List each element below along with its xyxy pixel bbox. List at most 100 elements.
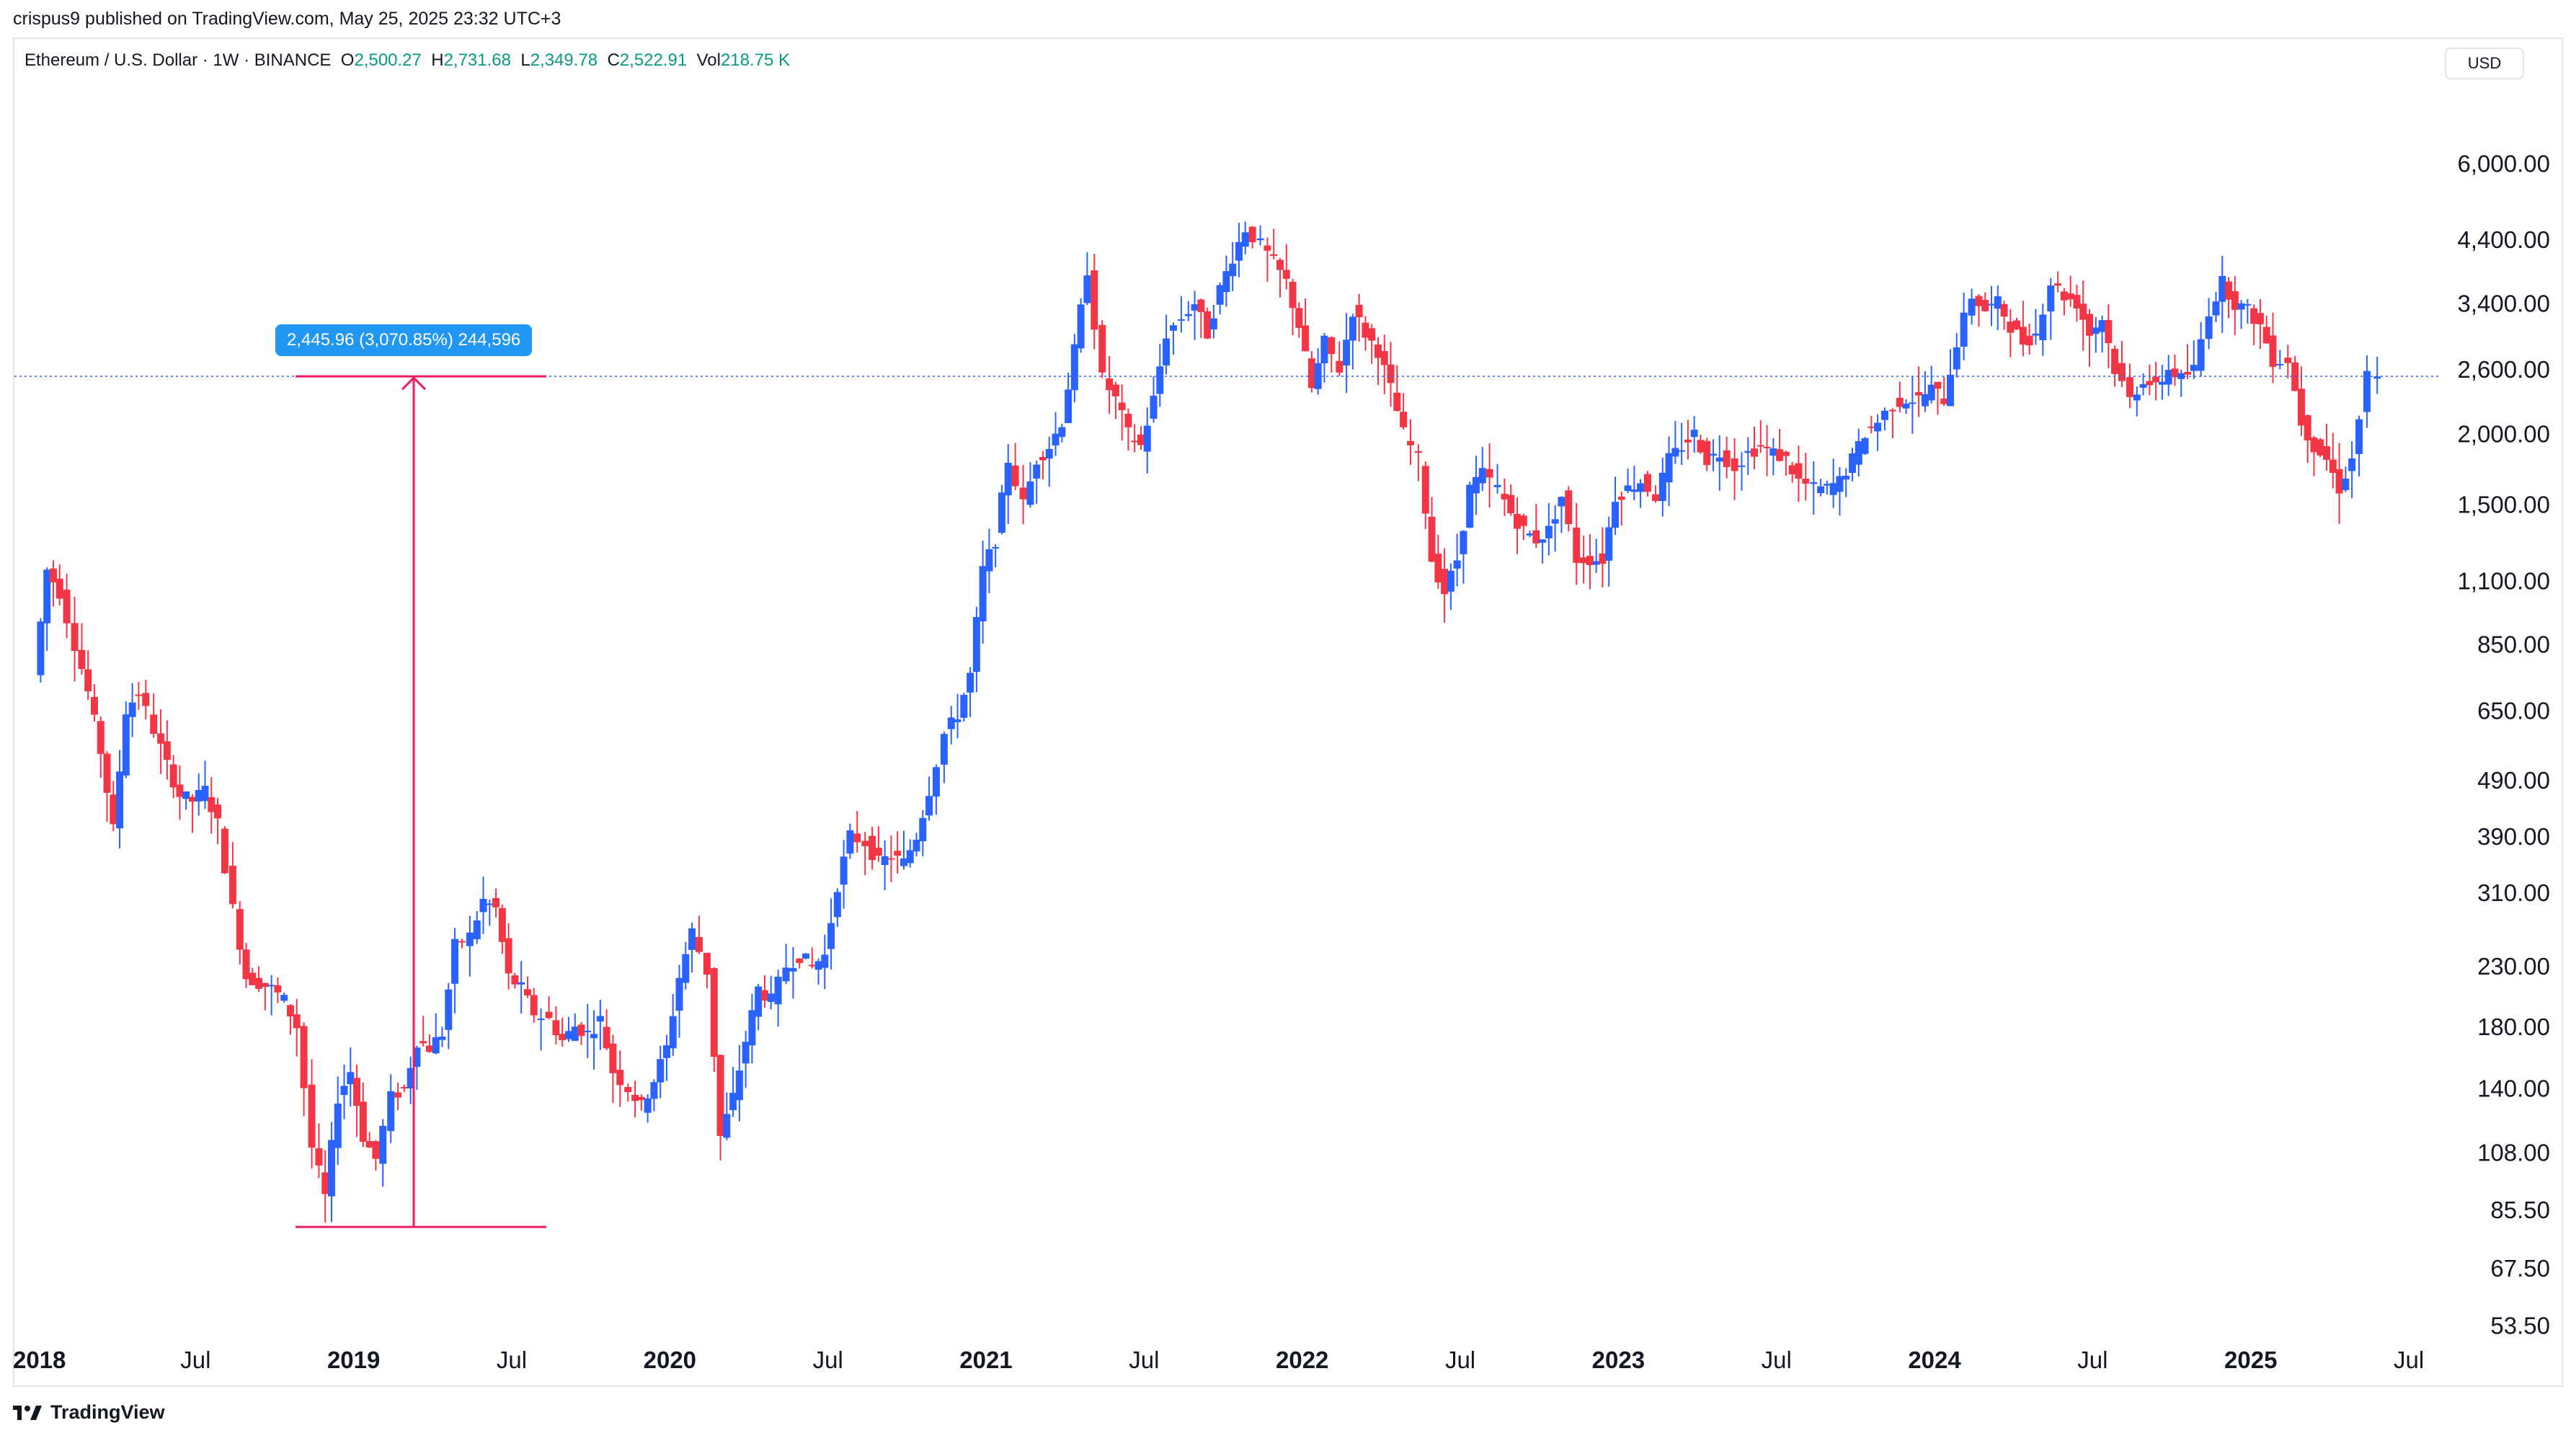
candle-body	[267, 985, 275, 987]
candle-body	[703, 952, 711, 975]
candle-body	[1052, 433, 1060, 445]
candle-body	[1004, 463, 1012, 496]
candle-body	[1651, 494, 1659, 501]
candle-body	[359, 1101, 367, 1143]
candle-body	[1975, 296, 1983, 306]
candle-body	[2297, 389, 2305, 426]
candle-body	[2007, 321, 2015, 333]
close-value: 2,522.91	[619, 50, 688, 70]
candle-body	[274, 985, 282, 993]
candle-body	[2060, 291, 2068, 301]
candle-body	[2111, 348, 2119, 374]
candle-body	[2066, 293, 2074, 300]
candle-body	[122, 714, 130, 776]
candle-body	[1909, 402, 1917, 404]
candle-body	[1150, 395, 1158, 419]
candle-body	[1776, 449, 1784, 461]
y-tick-label: 1,100.00	[2458, 568, 2550, 595]
candle-body	[1368, 328, 1376, 341]
candle-body	[919, 817, 927, 842]
candle-body	[760, 990, 768, 1001]
candle-body	[1137, 434, 1145, 445]
candle-body	[1684, 439, 1692, 443]
candle-body	[458, 941, 466, 943]
y-tick-label: 108.00	[2477, 1139, 2550, 1166]
candle-body	[2079, 303, 2087, 320]
candle-body	[2126, 377, 2133, 397]
currency-button[interactable]: USD	[2445, 48, 2524, 79]
candle-body	[518, 982, 525, 985]
candle-body	[1888, 409, 1896, 412]
candle-body	[1307, 358, 1315, 389]
y-tick-label: 2,000.00	[2458, 420, 2550, 447]
candle-body	[1336, 360, 1343, 373]
candle-body	[881, 856, 889, 865]
candle-body	[1191, 304, 1199, 311]
candle-body	[808, 964, 816, 967]
candle-body	[1222, 271, 1230, 293]
candle-body	[1229, 263, 1237, 277]
y-tick-label: 180.00	[2477, 1013, 2550, 1040]
candle-body	[2152, 376, 2160, 383]
candle-body	[1874, 422, 1882, 432]
candle-body	[985, 549, 993, 572]
candle-body	[1810, 482, 1818, 484]
candle-body	[894, 851, 902, 856]
x-tick-label: Jul	[497, 1347, 527, 1373]
candle-body	[782, 967, 790, 982]
candle-body	[498, 908, 506, 942]
candle-body	[387, 1091, 395, 1132]
candle-body	[887, 858, 895, 860]
candle-body	[1709, 453, 1717, 456]
candle-body	[1302, 325, 1310, 352]
candle-body	[767, 993, 775, 1002]
candle-body	[1019, 487, 1027, 500]
candle-body	[1802, 479, 1810, 484]
candle-body	[1558, 497, 1565, 507]
candle-body	[1988, 303, 1996, 306]
candle-body	[1795, 463, 1803, 479]
candle-body	[438, 1037, 446, 1040]
candle-body	[631, 1094, 639, 1101]
candle-body	[1065, 389, 1072, 423]
candle-body	[1731, 458, 1738, 471]
candle-body	[1393, 392, 1401, 412]
footer-brand[interactable]: TradingView	[13, 1401, 165, 1424]
candle-body	[2231, 291, 2239, 310]
footer-brand-label: TradingView	[50, 1401, 165, 1423]
candle-body	[695, 937, 703, 952]
candle-body	[2304, 415, 2311, 440]
candle-body	[1343, 340, 1351, 366]
candle-body	[2183, 371, 2191, 375]
candle-body	[78, 649, 86, 670]
candle-body	[644, 1098, 652, 1113]
candle-body	[992, 546, 1000, 549]
candle-body	[150, 714, 158, 735]
candle-body	[1077, 304, 1085, 349]
candle-body	[596, 1016, 604, 1021]
candle-body	[365, 1141, 373, 1148]
candle-body	[1823, 484, 1831, 486]
candle-body	[492, 897, 500, 908]
candle-body	[2105, 319, 2113, 343]
candle-body	[2363, 371, 2371, 412]
candle-body	[505, 938, 512, 974]
candle-body	[1177, 319, 1185, 321]
candle-body	[353, 1078, 361, 1106]
candle-body	[1209, 318, 1217, 330]
candle-body	[2039, 314, 2047, 341]
candle-body	[1940, 399, 1948, 404]
candle-body	[1624, 485, 1632, 492]
y-tick-label: 2,600.00	[2458, 356, 2550, 383]
candle-body	[1295, 308, 1303, 328]
candle-body	[228, 866, 236, 905]
candle-body	[682, 954, 690, 983]
candle-body	[1565, 490, 1573, 525]
candle-body	[1270, 254, 1278, 257]
candle-body	[2054, 283, 2062, 286]
candle-body	[1289, 281, 1297, 309]
candle-body	[2250, 308, 2258, 324]
y-tick-label: 490.00	[2477, 767, 2550, 794]
candle-body	[1855, 441, 1862, 465]
